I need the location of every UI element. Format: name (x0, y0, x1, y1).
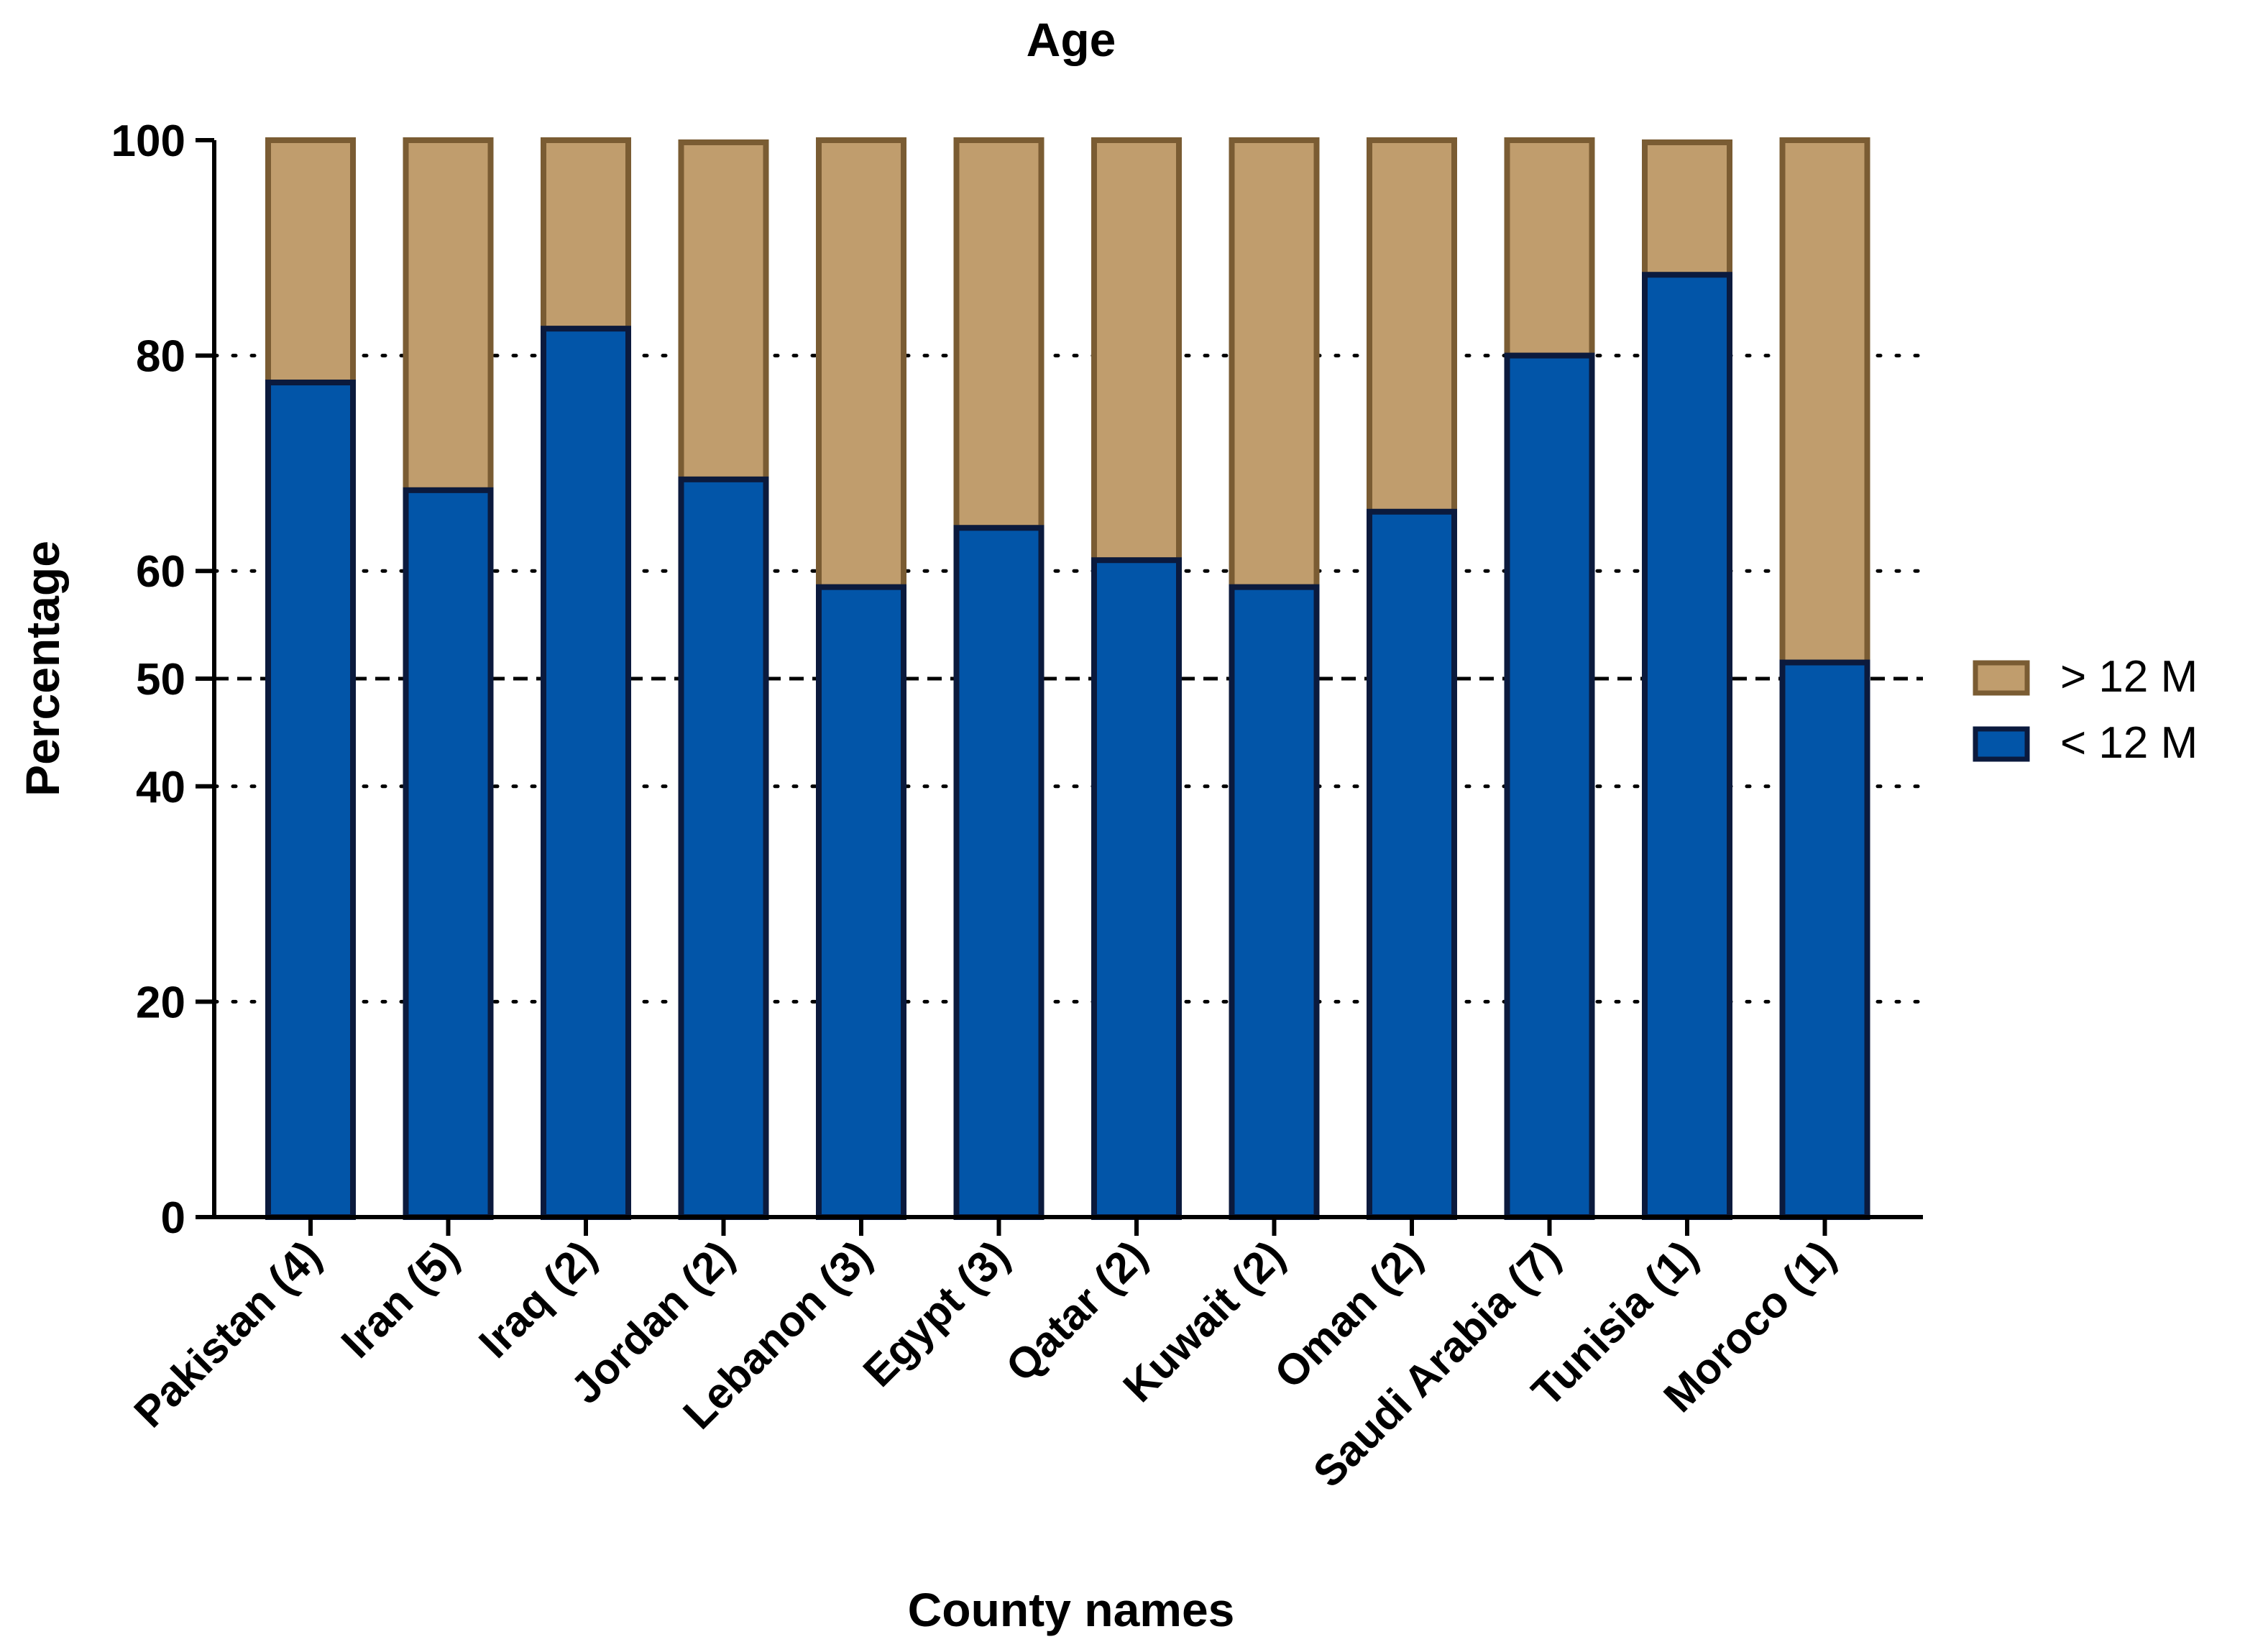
y-tick-label: 40 (136, 763, 185, 812)
bar-above-12m (816, 137, 906, 590)
x-axis-title: County names (908, 1583, 1235, 1636)
x-tick-label: Saudi Arabia (7) (1304, 1231, 1569, 1497)
bar-below-12m (1367, 508, 1457, 1220)
bar-above-12m (1229, 137, 1320, 590)
bars (265, 137, 1870, 1221)
bar-below-12m (1091, 557, 1182, 1220)
bar-above-12m (1091, 137, 1182, 564)
y-axis-title: Percentage (16, 541, 69, 797)
bar-above-12m (403, 137, 494, 493)
legend-swatch-above-12m (1973, 660, 2030, 696)
bar-below-12m (678, 476, 769, 1220)
bar-above-12m (1367, 137, 1457, 515)
bar-below-12m (265, 380, 356, 1220)
y-tick-label: 100 (111, 116, 185, 166)
chart-title: Age (1027, 13, 1116, 66)
bar-below-12m (953, 525, 1045, 1220)
y-tick-label: 50 (136, 655, 185, 705)
x-tick-label: Pakistan (4) (125, 1231, 331, 1437)
legend-label: > 12 M (2060, 652, 2198, 702)
y-tick-label: 20 (136, 978, 185, 1027)
bar-below-12m (1229, 584, 1320, 1220)
bar-above-12m (1779, 137, 1870, 666)
bar-above-12m (265, 137, 356, 386)
legend-label: < 12 M (2060, 718, 2198, 768)
y-tick-label: 80 (136, 332, 185, 382)
y-tick-label: 0 (161, 1193, 185, 1243)
gridlines (212, 354, 1925, 1004)
bar-above-12m (678, 139, 769, 482)
bar-below-12m (816, 584, 906, 1220)
bar-above-12m (1504, 137, 1595, 359)
legend-swatch-below-12m (1973, 726, 2030, 762)
bar-below-12m (1504, 352, 1595, 1221)
bar-below-12m (403, 487, 494, 1220)
y-tick-label: 60 (136, 547, 185, 597)
x-tick-label: Egypt (3) (854, 1231, 1019, 1396)
bar-above-12m (953, 137, 1045, 531)
x-tick-label: Iran (5) (332, 1231, 468, 1367)
bar-below-12m (541, 326, 631, 1220)
bar-below-12m (1642, 272, 1732, 1220)
bar-above-12m (541, 137, 631, 332)
x-tick-label: Iraq (2) (469, 1231, 605, 1367)
bar-above-12m (1642, 139, 1732, 278)
legend: > 12 M < 12 M (1973, 652, 2198, 768)
bar-below-12m (1779, 659, 1870, 1220)
